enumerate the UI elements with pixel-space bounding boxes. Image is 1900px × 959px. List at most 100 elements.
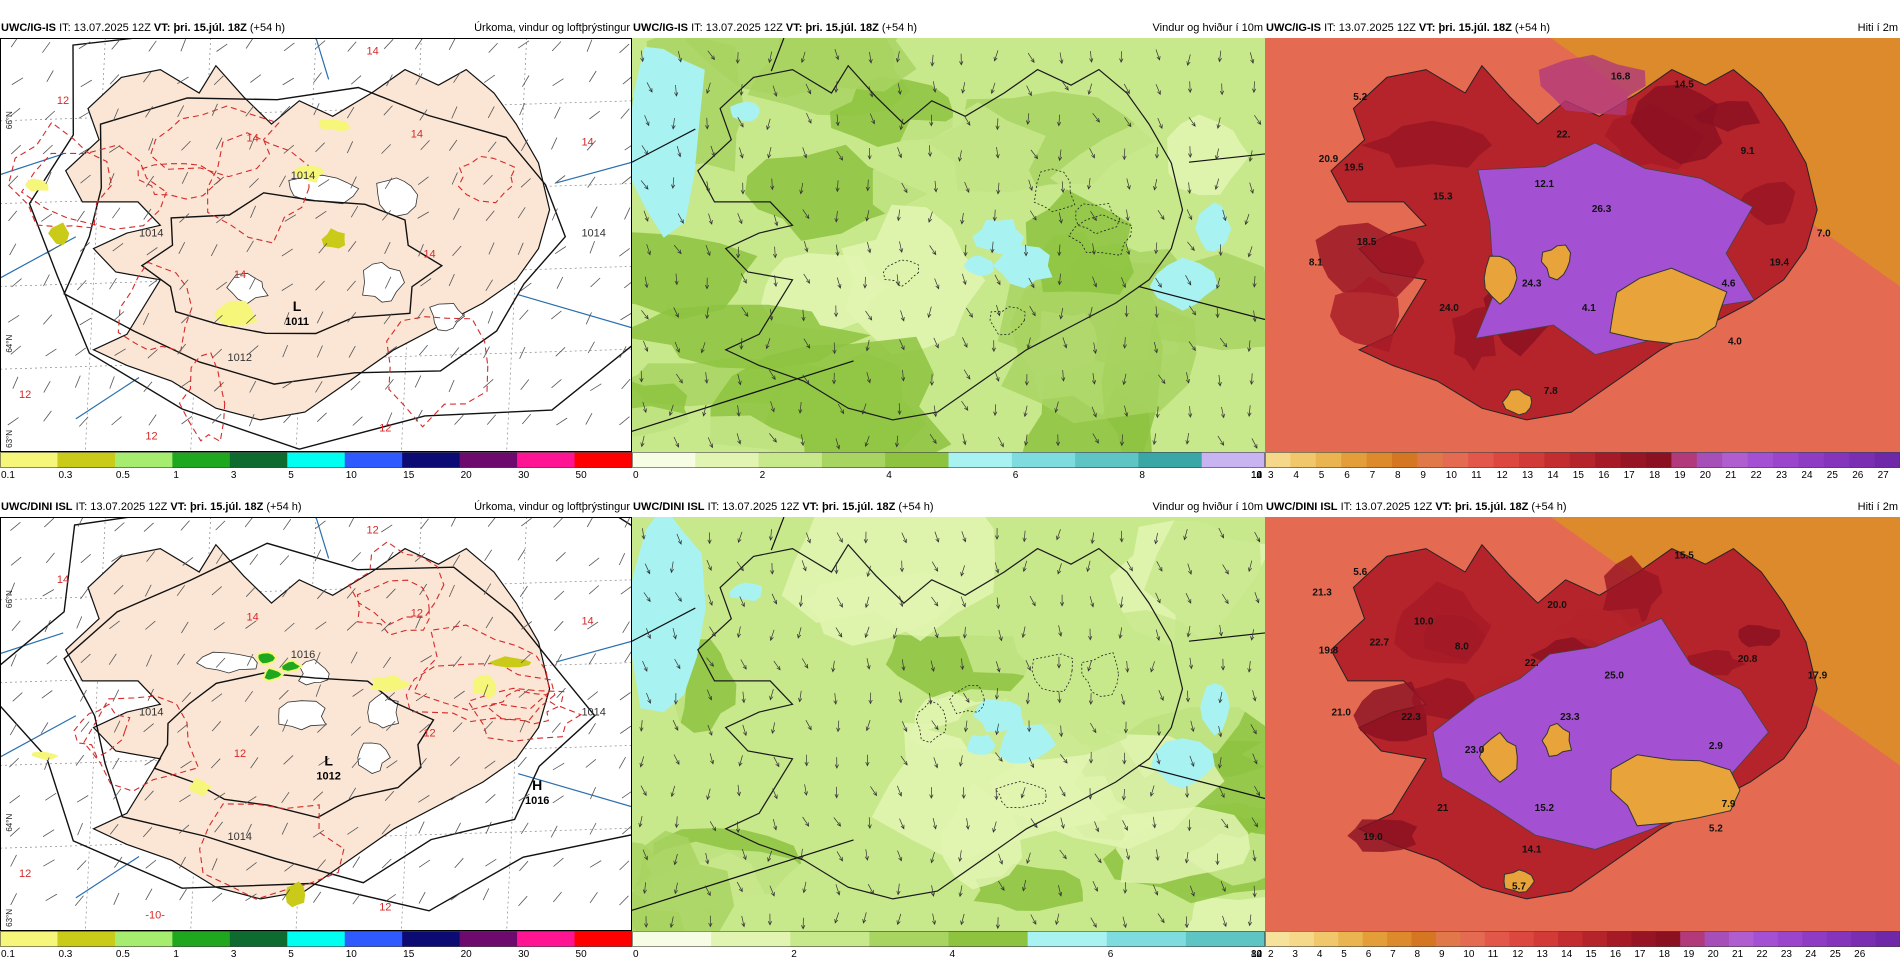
colorbar-tick-label: 6 <box>1108 949 1114 959</box>
pressure-center-symbol: L <box>324 752 333 768</box>
panel-igis-precip: UWC/IG-IS IT: 13.07.2025 12Z VT: þri. 15… <box>0 18 632 480</box>
colorbar-swatch <box>344 931 403 947</box>
colorbar-tick-label: 25 <box>1827 470 1839 480</box>
field-name: Úrkoma, vindur og loftþrýstingur <box>474 22 630 34</box>
gust-area <box>998 724 1057 764</box>
wind-speed-area <box>1167 114 1250 196</box>
colorbar-swatch <box>1201 452 1265 468</box>
colorbar-tick-label: 0 <box>633 470 639 480</box>
temperature-label: 15.5 <box>1674 550 1694 561</box>
wind-speed-area <box>632 830 735 931</box>
colorbar-swatch <box>1460 931 1486 947</box>
weather-map[interactable]: 16.8 14.5 5.2 20.9 19.5 15.3 12.1 22. 9.1 26.3 7.0… <box>1265 38 1900 452</box>
colorbar-swatch <box>1290 452 1317 468</box>
colorbar-swatch <box>1265 931 1290 947</box>
isobar-line <box>63 86 567 385</box>
wind-speed-area <box>1184 896 1265 931</box>
weather-map[interactable] <box>632 38 1265 452</box>
weather-map[interactable]: 1014 1014 1014 1012 14 12 14 14 14 14 14 12 12 12 66°N… <box>0 38 632 452</box>
colorbar-swatch <box>1366 452 1393 468</box>
temperature-label: 7.8 <box>1544 386 1558 397</box>
vt-label: VT: <box>785 22 803 34</box>
region-boundary <box>994 780 1047 809</box>
colorbar-tick-label: 7 <box>1370 470 1376 480</box>
field-name: Úrkoma, vindur og loftþrýstingur <box>474 501 630 513</box>
colorbar-tick-label: 12 <box>1497 470 1509 480</box>
colorbar-swatch <box>57 452 116 468</box>
colorbar-tick-label: 20 <box>461 470 473 480</box>
field-name: Vindur og hviður í 10m <box>1152 501 1263 513</box>
init-time: 13.07.2025 12Z <box>1338 22 1416 34</box>
graticule-line <box>400 517 422 931</box>
weather-map[interactable]: 1016 1014 1014 1014 12 14 14 12 14 12 12 12 12 -10- 66… <box>0 517 632 931</box>
colorbar-tick-label: 6 <box>1344 470 1350 480</box>
isotherm-line <box>457 155 517 204</box>
colorbar-swatch <box>1519 452 1545 468</box>
init-time: 13.07.2025 12Z <box>722 501 800 513</box>
precip-patch <box>285 881 306 908</box>
precip-patch <box>214 300 259 327</box>
meridian-line <box>0 153 64 176</box>
colorbar-tick-label: 20 <box>461 949 473 959</box>
weather-map[interactable]: 15.5 5.6 21.3 10.0 19.8 22.7 8.0 20.0 22. 25.0 20.… <box>1265 517 1900 931</box>
colorbar-tick-label: 12 <box>1251 470 1263 480</box>
colorbar-tick-label: 15 <box>1573 470 1585 480</box>
glacier-cold-area <box>1540 244 1572 281</box>
colorbar-tick-label: 0.3 <box>58 470 72 480</box>
lead-time: (+54 h) <box>249 22 286 34</box>
colorbar-swatch <box>1341 452 1368 468</box>
wind-speed-area <box>632 232 758 320</box>
colorbar-swatch <box>57 931 116 947</box>
colorbar: 0 2 4 6 8 10 12 14 <box>632 931 1265 959</box>
temperature-label: 4.1 <box>1582 303 1596 314</box>
colorbar-swatch <box>1011 452 1076 468</box>
temperature-label: 19.4 <box>1770 258 1790 269</box>
wind-speed-area <box>872 102 1046 232</box>
colorbar-tick-label: 0.1 <box>1 470 15 480</box>
colorbar-swatch <box>1671 452 1698 468</box>
colorbar-tick-label: 4 <box>1317 949 1323 959</box>
temperature-label: 24.0 <box>1439 303 1459 314</box>
glacier-cold-area <box>1478 731 1518 783</box>
temperature-label: 19.0 <box>1363 832 1383 843</box>
panel-dini-precip: UWC/DINI ISL IT: 13.07.2025 12Z VT: þri.… <box>0 497 632 959</box>
glacier-cold-area <box>1483 255 1518 305</box>
latitude-label: 66°N <box>5 111 14 129</box>
colorbar-tick-label: 14 <box>1547 470 1559 480</box>
colorbar: 2 3 4 5 6 7 8 9 10 11 12 13 14 15 16 17 18 19 20 21 22 23 24 25… <box>1265 931 1900 959</box>
panel-title: UWC/IG-IS IT: 13.07.2025 12Z VT: þri. 15… <box>1265 18 1900 38</box>
colorbar-swatch <box>948 931 1029 947</box>
colorbar-swatch <box>869 931 949 947</box>
region-boundary <box>1075 203 1121 235</box>
weather-map[interactable] <box>632 517 1265 931</box>
temperature-label: 25.0 <box>1605 670 1625 681</box>
colorbar-swatch <box>344 452 403 468</box>
colorbar-swatch <box>1606 931 1632 947</box>
colorbar-tick-label: 20 <box>1700 470 1712 480</box>
panel-igis-wind: UWC/IG-IS IT: 13.07.2025 12Z VT: þri. 15… <box>632 18 1265 480</box>
isobar-label: 1014 <box>291 170 315 182</box>
glacier-outline <box>362 261 405 303</box>
wind-speed-area <box>745 144 928 241</box>
colorbar-canvas: 0.1 0.3 0.5 1 3 5 10 15 20 30 50 <box>0 452 632 480</box>
colorbar-swatch <box>1533 931 1559 947</box>
precip-patch <box>31 751 59 761</box>
vt-label: VT: <box>153 22 171 34</box>
gust-area <box>730 101 760 122</box>
isobar-line <box>63 542 596 884</box>
graticule-line <box>506 517 528 931</box>
colorbar-swatch <box>517 452 576 468</box>
temperature-label: 17.9 <box>1808 670 1828 681</box>
temperature-label: 15.2 <box>1535 803 1555 814</box>
vt-label: VT: <box>1418 22 1436 34</box>
model-name: UWC/DINI ISL <box>1266 501 1338 513</box>
colorbar: 0.1 0.3 0.5 1 3 5 10 15 20 30 50 <box>0 452 632 480</box>
iceland-landmass <box>64 64 551 421</box>
colorbar-tick-label: 0.5 <box>116 949 130 959</box>
colorbar-swatch <box>821 452 886 468</box>
colorbar-swatch <box>1798 452 1825 468</box>
colorbar-tick-label: 0 <box>633 949 639 959</box>
colorbar-swatch <box>1631 931 1657 947</box>
meridian-line <box>315 38 330 80</box>
colorbar-swatch <box>1313 931 1339 947</box>
